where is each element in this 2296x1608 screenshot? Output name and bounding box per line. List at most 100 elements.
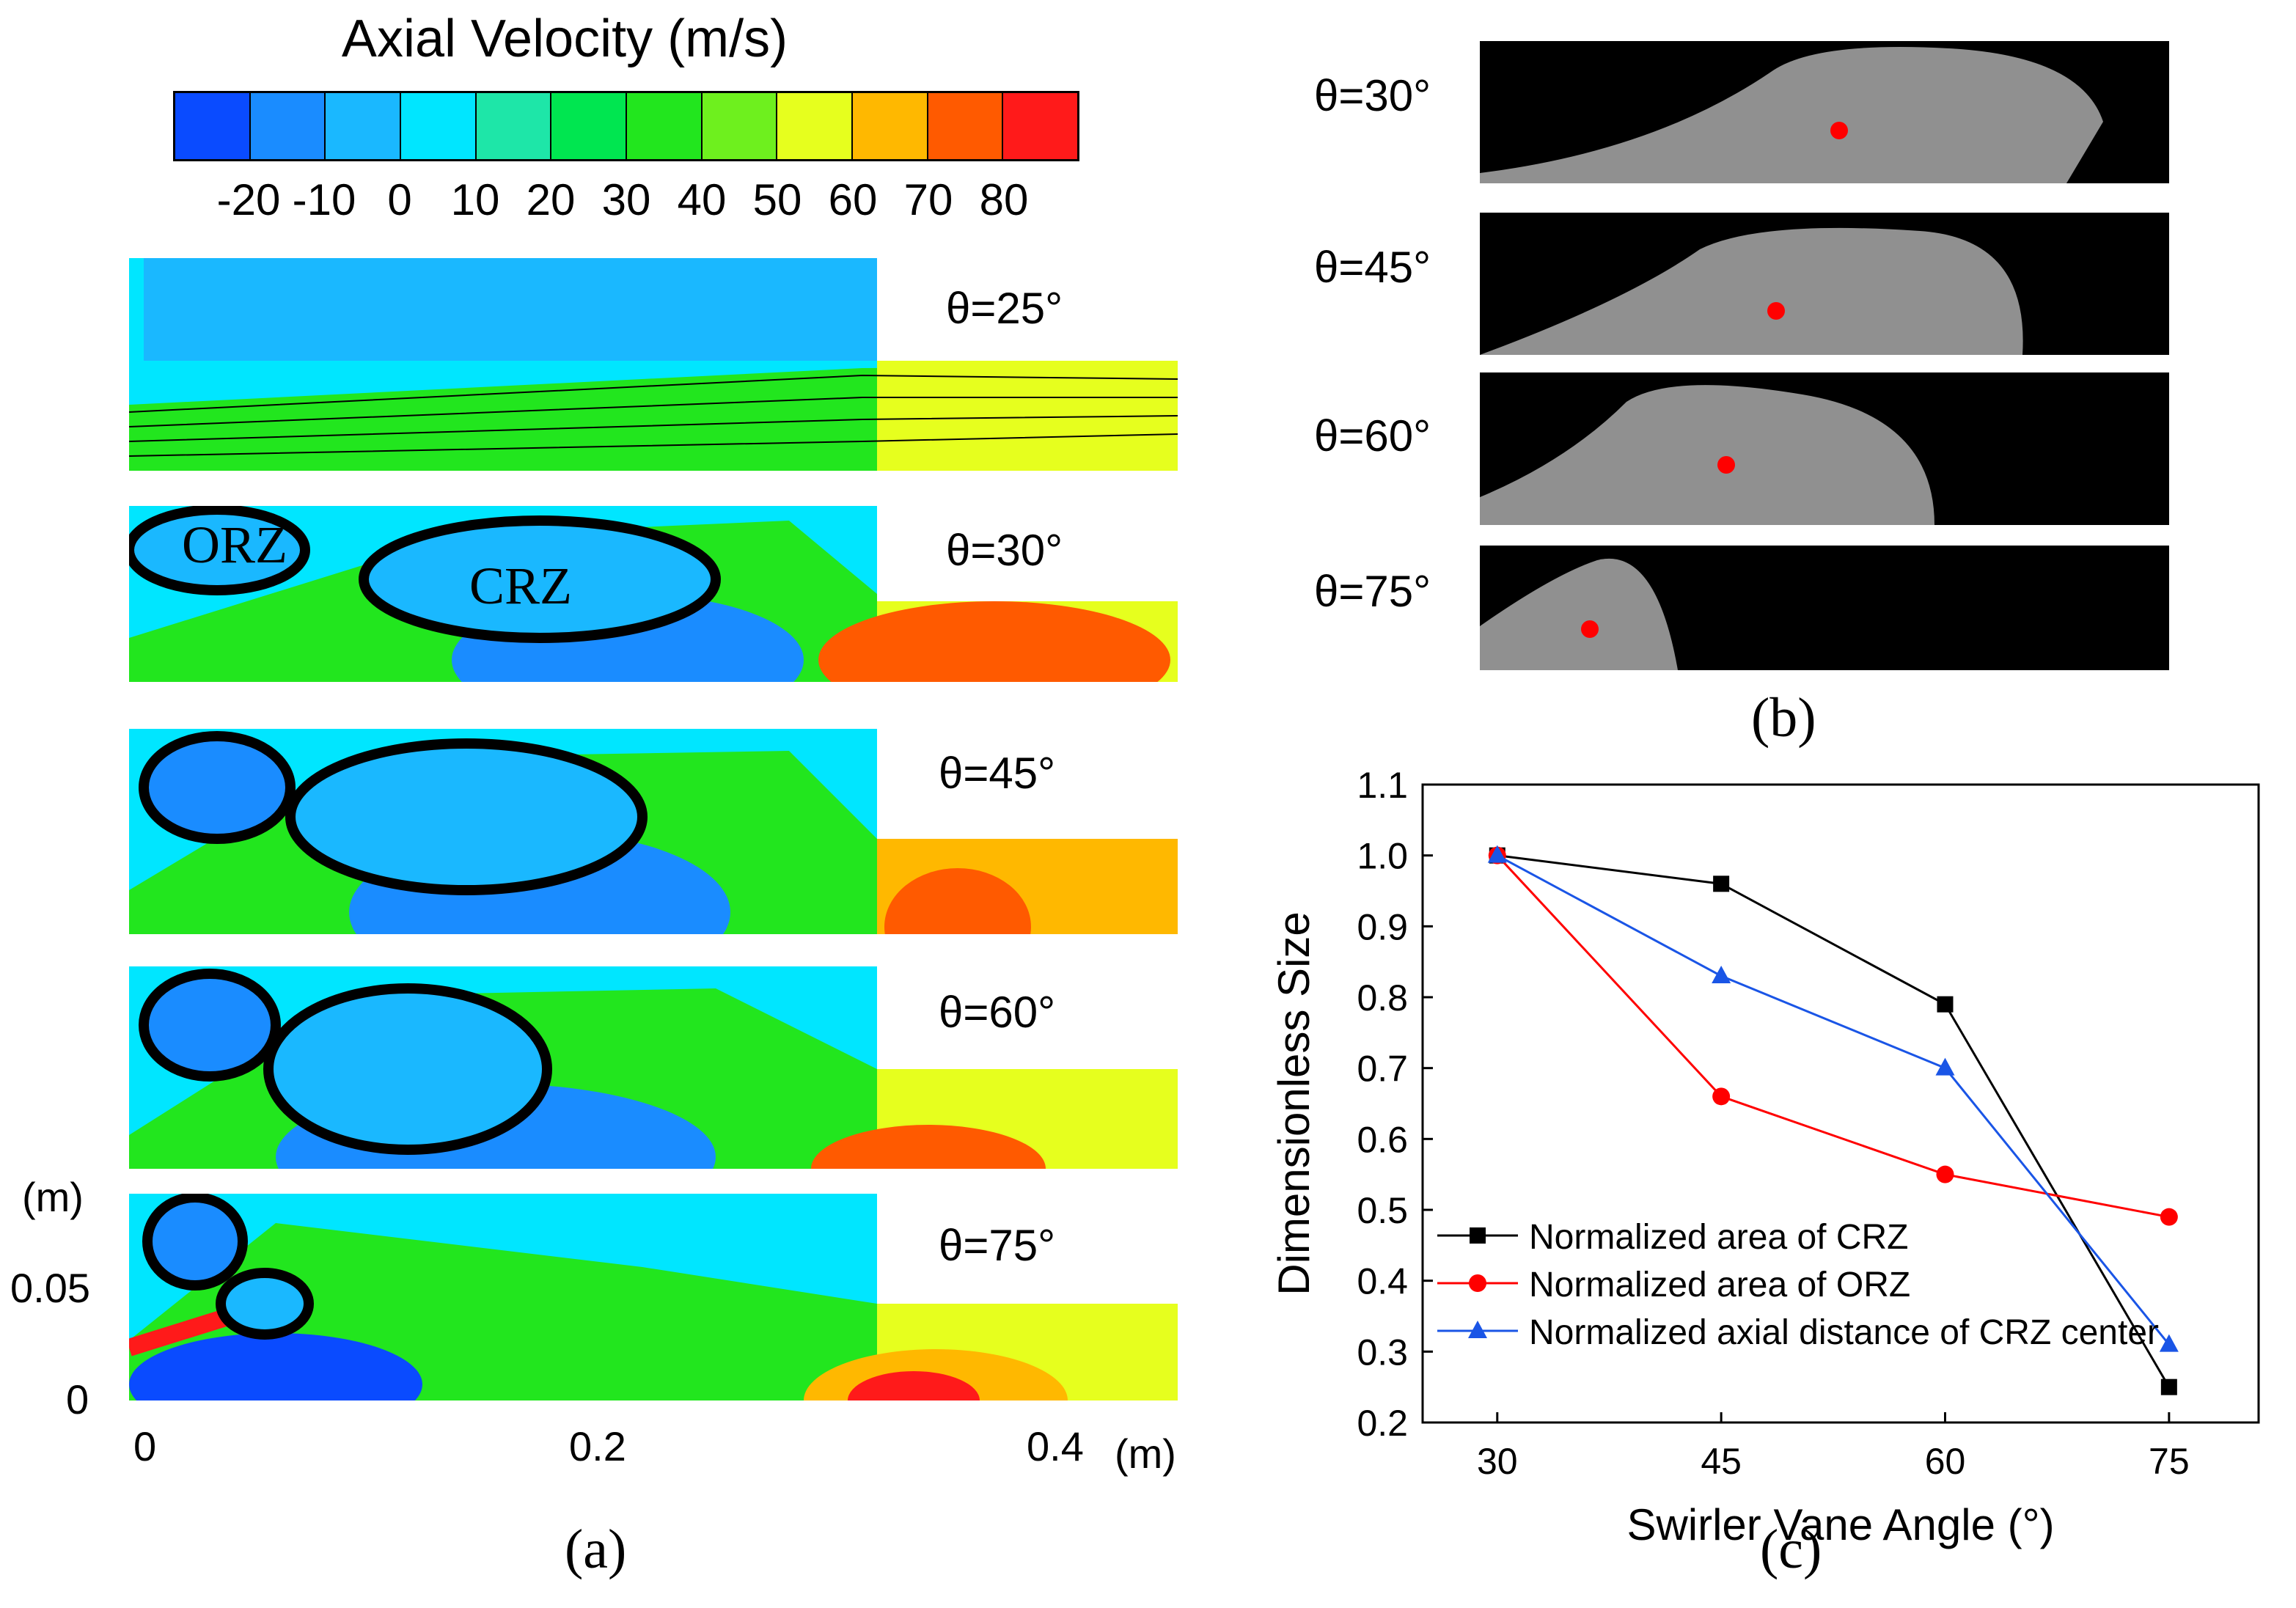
data-point [2160, 1208, 2178, 1226]
colorbar-tick-label: 70 [903, 175, 953, 224]
crz-shape-plot-45 [1480, 227, 2023, 355]
colorbar [173, 91, 1079, 161]
colorbar-segment [702, 93, 778, 159]
colorbar-segment [401, 93, 477, 159]
contour-plot-60 [129, 966, 1178, 1169]
crz-shape-30 [1480, 41, 2169, 183]
y-tick-label: 0.2 [1357, 1403, 1408, 1444]
contour-panel-30 [129, 506, 1178, 682]
colorbar-segment [627, 93, 703, 159]
data-point [1937, 996, 1954, 1013]
contour-plot-75 [129, 1194, 1178, 1400]
crz-center-75 [1581, 620, 1599, 638]
line-chart-c: 0.2 0.3 0.4 0.5 0.6 0.7 0.8 0.9 1.0 1.1 30 45 60 75 Sw… [1269, 765, 2260, 1549]
data-point [2159, 1334, 2179, 1352]
caption-b: (b) [1751, 687, 1816, 749]
plot-frame [1421, 783, 2260, 1424]
data-point [1468, 1321, 1487, 1338]
y-tick-label: 0.3 [1357, 1332, 1408, 1373]
colorbar-tick-label: 60 [828, 175, 878, 224]
data-point [1935, 1057, 1955, 1076]
data-point [1936, 1165, 1954, 1183]
colorbar-tick-label: 10 [450, 175, 500, 224]
colorbar-ticks: -20 -10 0 10 20 30 40 50 60 70 80 [173, 175, 1079, 233]
angle-label-b-60: θ=60° [1314, 411, 1431, 460]
y-tick-label: 0.4 [1357, 1261, 1408, 1302]
data-point [1487, 845, 1507, 863]
x-tick-a-0.4: 0.4 [1027, 1423, 1084, 1469]
x-axis-label: Swirler Vane Angle (°) [1626, 1500, 2054, 1549]
colorbar-title: Axial Velocity (m/s) [341, 10, 788, 68]
angle-label-a-25: θ=25° [946, 284, 1063, 333]
crz-shape-75 [1480, 546, 2169, 670]
crz-shape-plot-75 [1480, 558, 1678, 670]
contour-panel-25 [129, 258, 1178, 471]
contour-plot-45 [129, 729, 1178, 934]
crz-shape-plot-30 [1480, 47, 2103, 183]
colorbar-tick-label: 40 [677, 175, 727, 224]
angle-label-a-45: θ=45° [939, 749, 1056, 798]
series-line-2 [1497, 854, 2171, 1345]
data-point [1712, 966, 1731, 983]
y-tick-label: 0.8 [1357, 977, 1408, 1018]
colorbar-segment [551, 93, 628, 159]
colorbar-tick-label: 50 [752, 175, 802, 224]
colorbar-segment [326, 93, 402, 159]
angle-label-b-30: θ=30° [1314, 71, 1431, 120]
x-tick-a-0: 0 [133, 1423, 157, 1469]
series-line-1 [1496, 854, 2170, 1219]
y-tick-label: 1.1 [1357, 765, 1408, 806]
data-point [2160, 1378, 2177, 1395]
y-tick-label: 0.6 [1357, 1119, 1408, 1160]
orz-label: ORZ [182, 515, 287, 574]
data-point [1469, 1274, 1486, 1292]
x-tick-label: 45 [1701, 1441, 1742, 1482]
data-point [1713, 875, 1730, 892]
crz-label: CRZ [469, 557, 573, 615]
colorbar-segment [928, 93, 1004, 159]
legend-label-2: Normalized axial distance of CRZ center [1529, 1313, 2159, 1352]
angle-label-a-75: θ=75° [939, 1221, 1056, 1270]
data-point [1470, 1227, 1486, 1244]
crz-shape-60 [1480, 372, 2169, 525]
contour-plot-25 [129, 258, 1178, 471]
y-tick-label: 0.9 [1357, 906, 1408, 947]
colorbar-segment [1003, 93, 1078, 159]
data-point [1712, 1087, 1731, 1106]
legend-label-0: Normalized area of CRZ [1529, 1218, 1909, 1257]
colorbar-tick-label: -10 [292, 175, 356, 224]
x-tick-label: 75 [2149, 1441, 2190, 1482]
x-tick-label: 60 [1925, 1441, 1966, 1482]
contour-panel-75 [129, 1194, 1178, 1400]
crz-center-30 [1830, 122, 1848, 139]
y-tick-label: 1.0 [1357, 836, 1408, 877]
colorbar-tick-label: 20 [526, 175, 576, 224]
contour-plot-30 [129, 506, 1178, 682]
y-tick-a-0.05: 0.05 [10, 1265, 90, 1311]
angle-label-a-60: θ=60° [939, 988, 1056, 1037]
colorbar-segment [175, 93, 251, 159]
crz-center-60 [1717, 456, 1735, 474]
angle-label-b-45: θ=45° [1314, 243, 1431, 292]
crz-center-45 [1767, 302, 1785, 320]
caption-a: (a) [565, 1519, 627, 1580]
colorbar-segment [777, 93, 854, 159]
colorbar-tick-label: -20 [216, 175, 281, 224]
colorbar-segment [476, 93, 552, 159]
crz-shape-45 [1480, 213, 2169, 355]
caption-c: (c) [1760, 1519, 1822, 1580]
x-tick-a-0.2: 0.2 [569, 1423, 626, 1469]
x-axis-unit-a: (m) [1115, 1431, 1176, 1477]
contour-panel-45 [129, 729, 1178, 934]
y-axis-unit-a: (m) [22, 1174, 84, 1220]
y-tick-label: 0.7 [1357, 1049, 1408, 1090]
colorbar-segment [853, 93, 928, 159]
colorbar-tick-label: 80 [979, 175, 1029, 224]
y-axis-label: Dimensionless Size [1269, 911, 1318, 1296]
colorbar-tick-label: 0 [387, 175, 412, 224]
y-tick-a-0: 0 [66, 1376, 89, 1422]
crz-shape-plot-60 [1480, 385, 1934, 525]
y-tick-label: 0.5 [1357, 1190, 1408, 1231]
angle-label-b-75: θ=75° [1314, 567, 1431, 616]
colorbar-tick-label: 30 [601, 175, 651, 224]
